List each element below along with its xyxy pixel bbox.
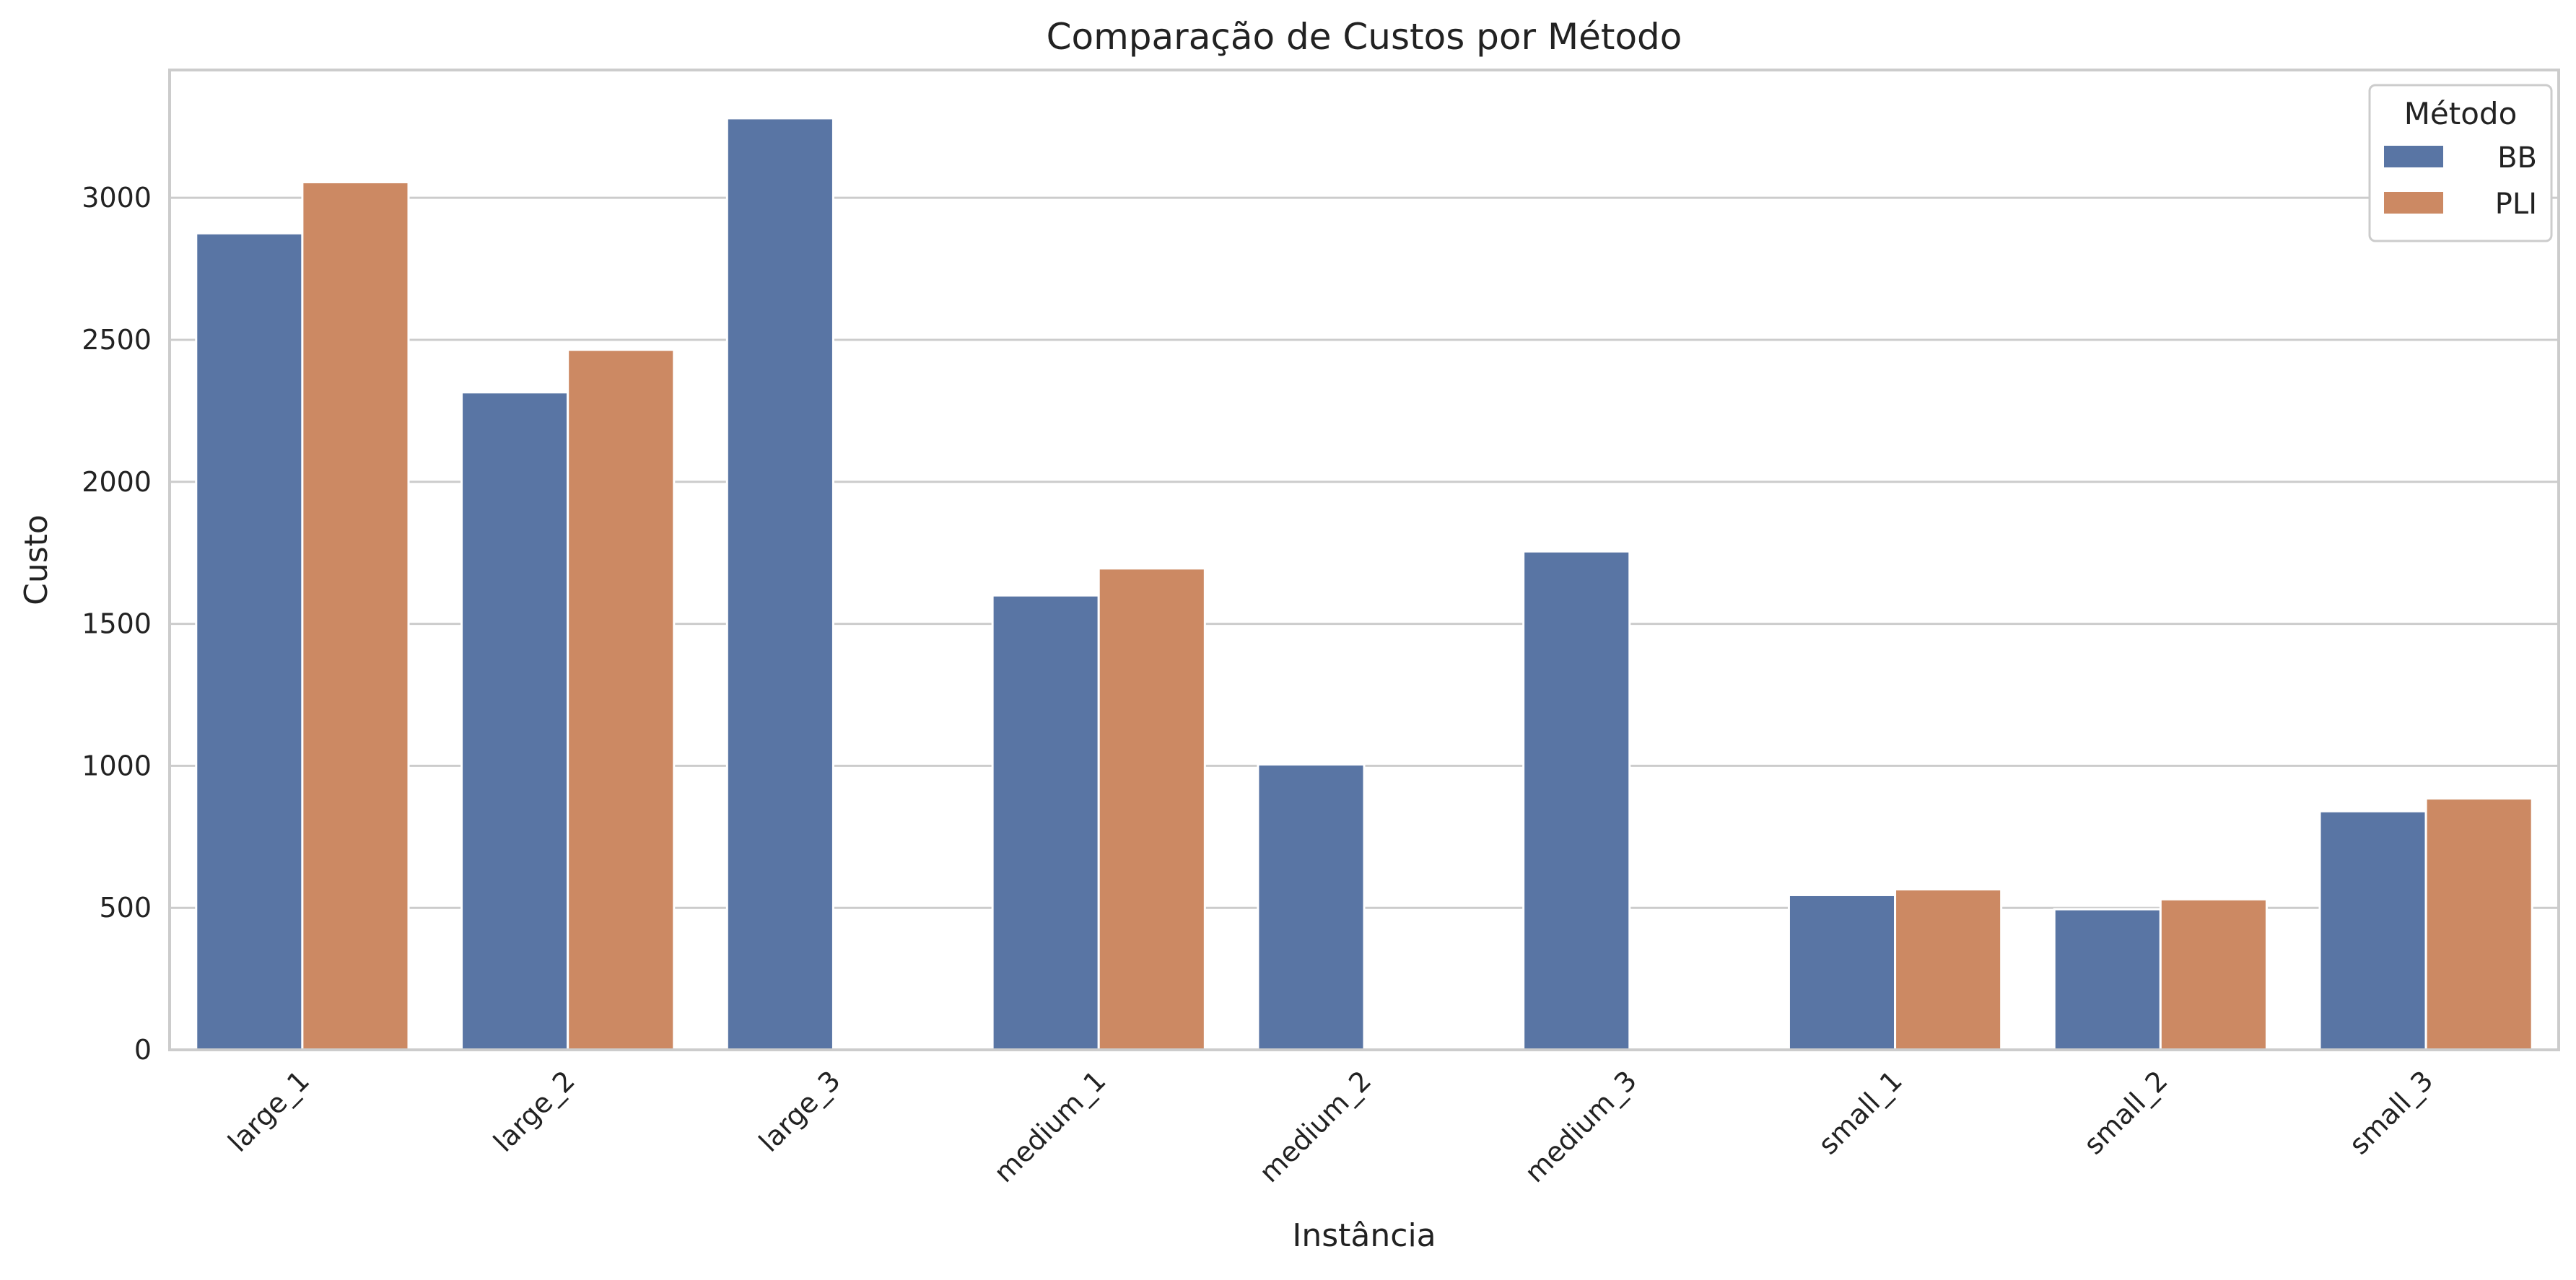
legend-swatch-pli (2384, 192, 2443, 214)
y-tick-label: 3000 (82, 182, 152, 214)
bar-pli-small_2 (2159, 898, 2268, 1051)
legend-title: Método (2404, 96, 2518, 131)
x-axis-label: Instância (1292, 1217, 1436, 1254)
bar-pli-large_1 (301, 180, 410, 1051)
plot-frame (168, 69, 2560, 1051)
bar-pli-small_3 (2424, 797, 2533, 1051)
legend-swatch-bb (2384, 146, 2443, 167)
bar-pli-large_2 (567, 349, 676, 1051)
y-tick-label: 1000 (82, 750, 152, 781)
y-tick-labels: 0 500 1000 1500 2000 2500 3000 (82, 182, 152, 1066)
y-tick-label: 2000 (82, 466, 152, 498)
y-tick-label: 0 (134, 1034, 152, 1066)
bar-pli-small_1 (1894, 888, 2003, 1051)
bar-bb-large_1 (195, 232, 304, 1051)
bar-bb-small_3 (2318, 810, 2427, 1051)
y-tick-label: 1500 (82, 608, 152, 640)
bar-bb-medium_3 (1522, 550, 1631, 1051)
y-tick-label: 2500 (82, 324, 152, 356)
y-axis-label: Custo (18, 514, 55, 605)
y-tick-label: 500 (99, 892, 152, 924)
chart-title: Comparação de Custos por Método (1047, 16, 1682, 58)
bar-bb-large_3 (725, 117, 834, 1051)
legend-label-pli: PLI (2495, 188, 2537, 221)
legend-items: BB PLI (2384, 141, 2537, 221)
legend: Método BB PLI (2368, 84, 2553, 242)
bar-bb-small_1 (1787, 893, 1897, 1051)
bar-bb-medium_2 (1257, 763, 1366, 1051)
legend-label-bb: BB (2497, 141, 2537, 175)
bar-bb-small_2 (2053, 908, 2162, 1051)
bar-pli-medium_1 (1097, 567, 1206, 1051)
bar-bb-large_2 (460, 391, 569, 1051)
bar-bb-medium_1 (991, 594, 1100, 1051)
